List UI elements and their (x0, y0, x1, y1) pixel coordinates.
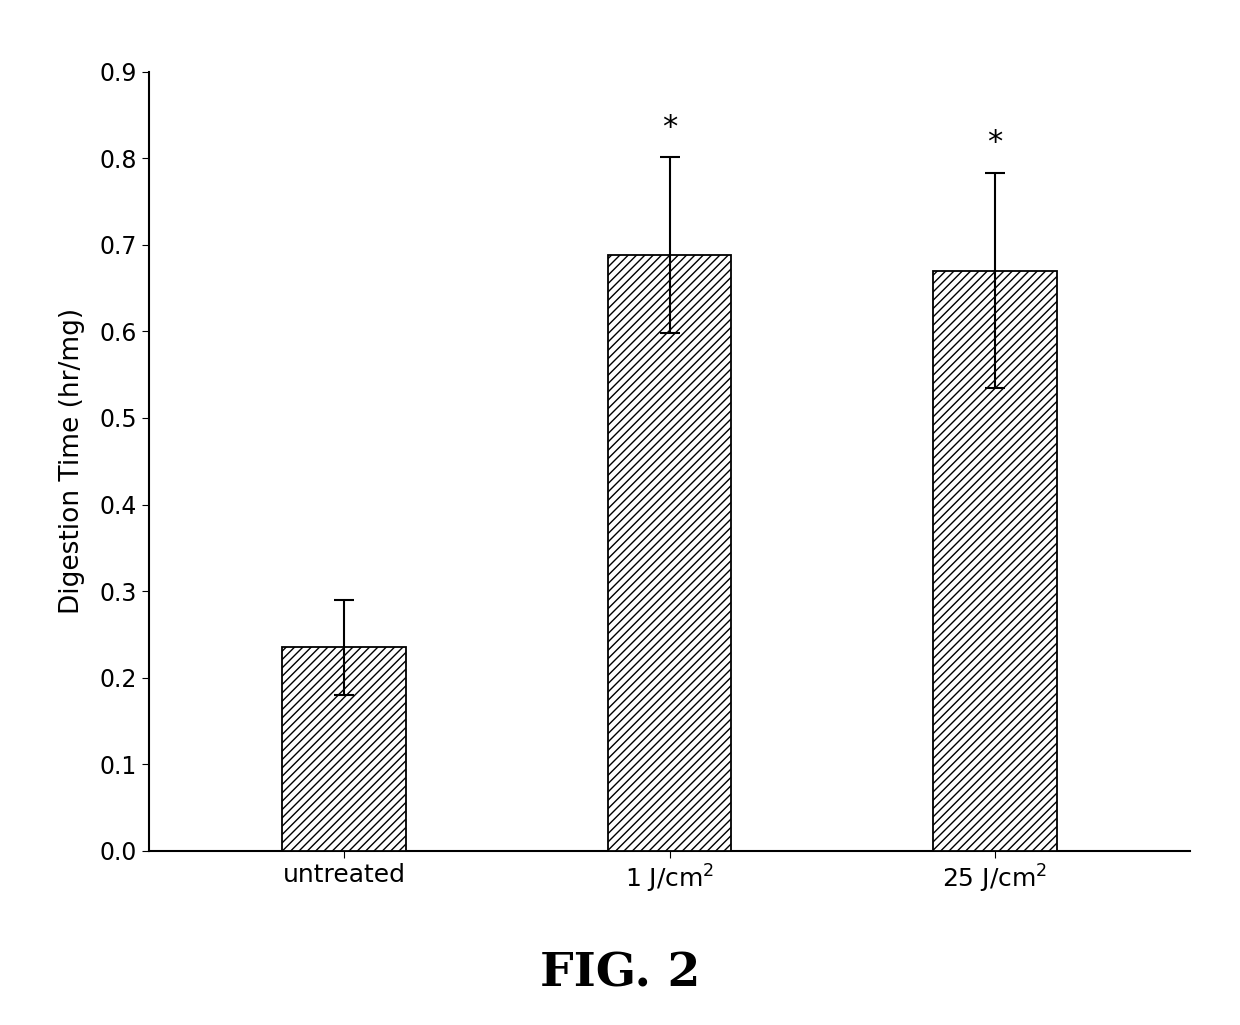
Bar (608, 255, 732, 851)
Bar (283, 648, 405, 851)
Text: FIG. 2: FIG. 2 (539, 951, 701, 996)
Y-axis label: Digestion Time (hr/mg): Digestion Time (hr/mg) (60, 309, 86, 614)
Text: *: * (662, 113, 677, 141)
Bar (934, 271, 1056, 851)
Text: *: * (987, 128, 1003, 158)
